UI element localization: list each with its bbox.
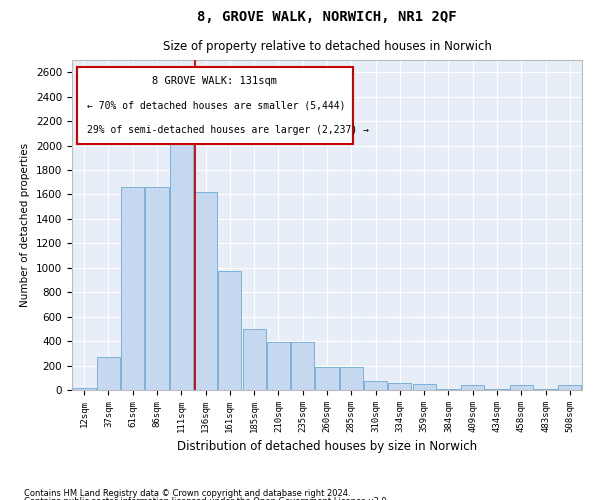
Bar: [291, 342, 314, 390]
Bar: [437, 389, 460, 390]
Bar: [461, 385, 484, 390]
Bar: [364, 381, 387, 390]
Bar: [194, 192, 217, 390]
FancyBboxPatch shape: [77, 66, 353, 144]
Bar: [218, 272, 241, 390]
Bar: [145, 187, 169, 390]
Bar: [316, 367, 338, 390]
Bar: [170, 127, 193, 390]
Bar: [121, 187, 144, 390]
Bar: [267, 342, 290, 390]
Bar: [559, 385, 581, 390]
Bar: [413, 384, 436, 390]
Text: ← 70% of detached houses are smaller (5,444): ← 70% of detached houses are smaller (5,…: [88, 100, 346, 110]
Title: 8, GROVE WALK, NORWICH, NR1 2QF: 8, GROVE WALK, NORWICH, NR1 2QF: [197, 10, 457, 24]
Bar: [388, 384, 412, 390]
Bar: [510, 385, 533, 390]
Text: 29% of semi-detached houses are larger (2,237) →: 29% of semi-detached houses are larger (…: [88, 125, 370, 135]
Bar: [340, 367, 363, 390]
Bar: [97, 357, 120, 390]
X-axis label: Distribution of detached houses by size in Norwich: Distribution of detached houses by size …: [177, 440, 477, 454]
Bar: [242, 329, 266, 390]
Y-axis label: Number of detached properties: Number of detached properties: [20, 143, 31, 307]
Bar: [73, 388, 95, 390]
Text: Size of property relative to detached houses in Norwich: Size of property relative to detached ho…: [163, 40, 491, 54]
Text: 8 GROVE WALK: 131sqm: 8 GROVE WALK: 131sqm: [152, 76, 277, 86]
Text: Contains HM Land Registry data © Crown copyright and database right 2024.: Contains HM Land Registry data © Crown c…: [24, 488, 350, 498]
Text: Contains public sector information licensed under the Open Government Licence v3: Contains public sector information licen…: [24, 497, 389, 500]
